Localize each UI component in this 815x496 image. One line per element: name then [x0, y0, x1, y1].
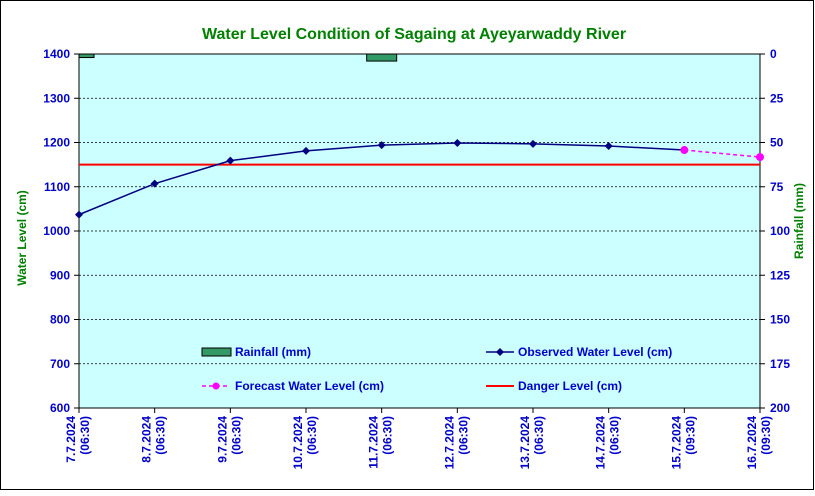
x-tick-label-date: 11.7.2024	[367, 416, 381, 469]
legend-danger-label: Danger Level (cm)	[518, 379, 622, 393]
y-tick-label: 1300	[43, 91, 70, 105]
x-tick-label-date: 15.7.2024	[669, 416, 683, 470]
y2-axis-title: Rainfall (mm)	[792, 183, 806, 259]
y-tick-label: 1200	[43, 136, 70, 150]
forecast-water-level-line	[684, 149, 761, 158]
y2-tick-label: 0	[770, 47, 777, 61]
x-tick-label-time: (06:30)	[305, 416, 319, 455]
legend-observed-swatch-marker	[496, 348, 504, 356]
y2-tick-label: 50	[770, 136, 784, 150]
legend-rainfall-label: Rainfall (mm)	[235, 345, 311, 359]
x-tick-label-time: (06:30)	[78, 416, 92, 455]
x-tick-label-time: (06:30)	[532, 416, 546, 455]
x-tick-label-date: 10.7.2024	[291, 416, 305, 470]
x-tick-label-time: (06:30)	[381, 416, 395, 455]
x-tick-label-time: (06:30)	[154, 416, 168, 455]
legend-forecast-label: Forecast Water Level (cm)	[235, 379, 384, 393]
x-tick-label-time: (06:30)	[456, 416, 470, 455]
observed-water-level-point	[529, 139, 537, 148]
legend-rainfall-swatch	[201, 347, 232, 357]
y-tick-label: 1100	[44, 180, 70, 194]
x-tick-label-date: 9.7.2024	[215, 416, 229, 463]
x-tick-label-time: (06:30)	[229, 416, 243, 455]
observed-water-level-point	[75, 210, 83, 219]
observed-water-level-point	[302, 146, 310, 155]
plot-area: 1400 1300 1200 1100 1000 900 800 700 600 0 25 50 75 1…	[43, 47, 790, 469]
y2-tick-label: 100	[770, 224, 790, 238]
legend-observed-label: Observed Water Level (cm)	[518, 345, 672, 359]
y2-tick-label: 75	[770, 180, 784, 194]
x-tick-label-date: 12.7.2024	[442, 416, 456, 470]
y-tick-label: 700	[50, 357, 70, 371]
x-tick-label-date: 7.7.2024	[64, 416, 78, 463]
observed-water-level-point	[453, 138, 462, 147]
y-tick-label: 900	[50, 268, 70, 282]
y2-tick-label: 175	[770, 357, 790, 371]
y2-tick-label: 25	[770, 91, 784, 105]
observed-water-level-point	[226, 156, 235, 165]
x-tick-label-date: 13.7.2024	[518, 416, 532, 470]
observed-water-level-point	[377, 141, 386, 150]
x-tick-label-time: (06:30)	[608, 416, 622, 455]
observed-water-level-point	[150, 179, 159, 188]
legend-forecast-swatch-marker	[212, 382, 220, 390]
observed-water-level-point	[604, 142, 613, 151]
y2-tick-label: 150	[770, 313, 790, 327]
x-tick-label-date: 14.7.2024	[594, 416, 608, 470]
y2-tick-label: 125	[770, 268, 790, 282]
rainfall-bar	[366, 53, 398, 62]
forecast-water-level-point	[680, 146, 689, 155]
x-tick-label-time: (09:30)	[683, 416, 697, 455]
y-tick-label: 1000	[43, 224, 70, 238]
x-tick-label-date: 16.7.2024	[745, 416, 759, 470]
rainfall-bar	[78, 53, 95, 59]
x-tick-label-date: 8.7.2024	[140, 416, 154, 463]
x-tick-label-time: (09:30)	[759, 416, 773, 455]
y-tick-label: 1400	[43, 47, 70, 61]
y-axis-title: Water Level (cm)	[15, 190, 29, 286]
chart-title: Water Level Condition of Sagaing at Ayey…	[202, 26, 626, 43]
forecast-water-level-point	[756, 153, 764, 162]
y-tick-label: 800	[50, 313, 70, 327]
y-tick-label: 600	[50, 401, 70, 415]
y2-tick-label: 200	[770, 401, 790, 415]
